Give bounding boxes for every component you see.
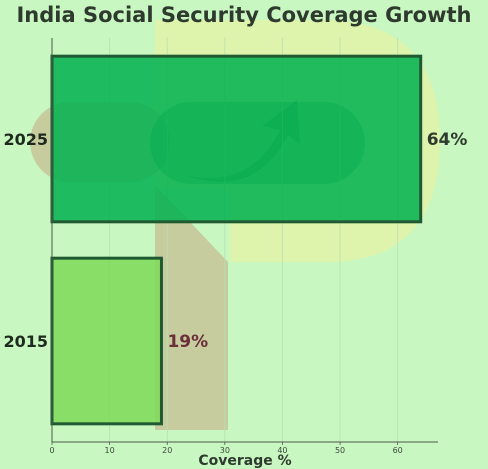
labels: 2025 64% 2015 19% <box>3 130 467 352</box>
bars <box>50 54 423 426</box>
x-tick-label: 10 <box>105 446 115 455</box>
x-tick-label: 40 <box>277 446 287 455</box>
watermark-tan-shape <box>155 185 228 430</box>
x-tick-label: 0 <box>49 446 54 455</box>
bar-2025 <box>50 54 423 224</box>
data-label: 64% <box>427 130 468 150</box>
bar-2015 <box>50 256 163 426</box>
x-axis-label: Coverage % <box>198 453 291 469</box>
y-tick-label: 2025 <box>3 130 48 149</box>
x-tick-label: 50 <box>335 446 345 455</box>
x-tick-label: 30 <box>220 446 230 455</box>
x-tick-label: 20 <box>162 446 172 455</box>
axes: 0 10 20 30 40 50 60 <box>49 38 438 455</box>
y-tick-label: 2015 <box>3 332 48 351</box>
data-label: 19% <box>167 332 208 352</box>
chart-title: India Social Security Coverage Growth <box>16 3 471 27</box>
x-tick-label: 60 <box>393 446 403 455</box>
